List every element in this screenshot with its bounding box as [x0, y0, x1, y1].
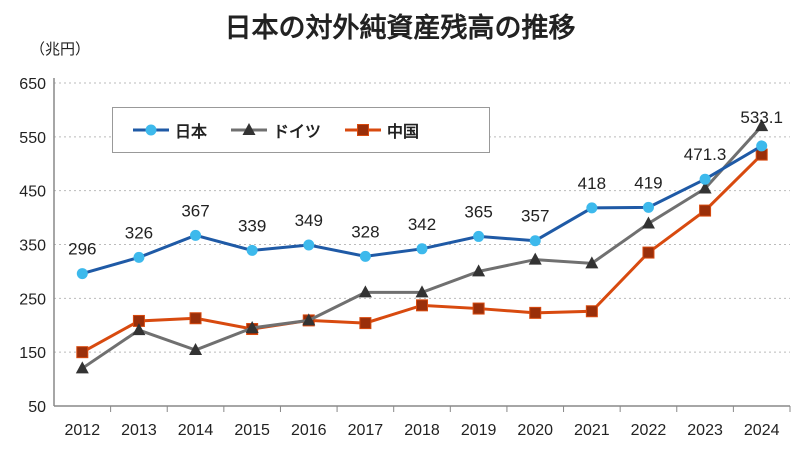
- data-point: [529, 306, 542, 319]
- y-tick-label: 250: [19, 291, 46, 308]
- y-tick-label: 150: [19, 345, 46, 362]
- data-point: [472, 264, 486, 277]
- x-tick-label: 2012: [65, 422, 101, 439]
- x-tick-label: 2021: [574, 422, 610, 439]
- x-tick-label: 2016: [291, 422, 327, 439]
- x-tick-label: 2023: [687, 422, 723, 439]
- data-point: [699, 204, 712, 217]
- x-tick-label: 2019: [461, 422, 497, 439]
- data-point: [528, 252, 542, 265]
- legend-item: ドイツ: [229, 118, 321, 142]
- data-label: 342: [408, 215, 436, 234]
- data-point: [756, 140, 768, 152]
- data-point: [76, 346, 89, 359]
- data-point: [245, 320, 259, 333]
- legend-marker: [242, 123, 256, 135]
- data-label: 328: [351, 222, 379, 241]
- data-point: [359, 317, 372, 330]
- x-tick-label: 2017: [348, 422, 384, 439]
- data-label: 326: [125, 223, 153, 242]
- data-point: [359, 250, 371, 262]
- legend-item: 日本: [131, 118, 207, 142]
- data-point: [529, 235, 541, 247]
- data-point: [303, 239, 315, 251]
- legend-marker: [357, 124, 370, 136]
- x-tick-label: 2020: [517, 422, 553, 439]
- x-tick-label: 2014: [178, 422, 214, 439]
- data-label: 471.3: [684, 145, 727, 164]
- data-point: [642, 201, 654, 213]
- data-point: [358, 285, 372, 298]
- x-tick-label: 2018: [404, 422, 440, 439]
- data-point: [472, 302, 485, 315]
- legend-swatch: [231, 123, 268, 135]
- data-label: 533.1: [740, 108, 783, 127]
- y-tick-label: 550: [19, 130, 46, 147]
- y-tick-label: 450: [19, 184, 46, 201]
- data-point: [586, 202, 598, 214]
- legend-label: 中国: [387, 122, 420, 141]
- y-tick-label: 50: [28, 399, 46, 416]
- data-label: 419: [634, 173, 662, 192]
- y-axis-unit: （兆円）: [30, 40, 91, 58]
- legend-swatch: [345, 124, 382, 136]
- x-tick-label: 2022: [631, 422, 667, 439]
- legend-swatch: [133, 124, 169, 136]
- data-point: [642, 246, 655, 259]
- data-label: 367: [181, 201, 209, 220]
- data-point: [585, 305, 598, 318]
- y-tick-label: 650: [19, 76, 46, 93]
- legend-item: 中国: [343, 118, 419, 142]
- data-point: [132, 323, 146, 336]
- legend-marker: [145, 124, 157, 136]
- data-point: [76, 268, 88, 280]
- data-label: 296: [68, 240, 96, 259]
- data-label: 349: [295, 211, 323, 230]
- data-point: [190, 229, 202, 241]
- data-point: [416, 299, 428, 312]
- legend-label: ドイツ: [273, 122, 322, 141]
- y-tick-label: 350: [19, 238, 46, 255]
- data-label: 418: [578, 174, 606, 193]
- data-point: [302, 313, 316, 326]
- x-tick-label: 2015: [234, 422, 270, 439]
- data-point: [585, 256, 599, 269]
- data-label: 339: [238, 216, 266, 235]
- data-point: [189, 312, 202, 325]
- data-point: [698, 181, 712, 194]
- data-label: 357: [521, 207, 549, 226]
- data-point: [641, 216, 655, 229]
- data-point: [189, 343, 203, 356]
- legend-label: 日本: [175, 122, 208, 141]
- data-point: [416, 243, 428, 255]
- data-label: 365: [464, 202, 492, 221]
- legend: 日本 ドイツ 中国: [112, 107, 490, 153]
- x-tick-label: 2013: [121, 422, 157, 439]
- chart-title: 日本の対外純資産残高の推移: [224, 13, 576, 44]
- data-point: [699, 173, 711, 185]
- data-point: [133, 251, 145, 263]
- x-tick-label: 2024: [744, 422, 780, 439]
- data-point: [473, 230, 485, 242]
- data-point: [755, 119, 769, 132]
- data-point: [246, 244, 258, 256]
- data-point: [415, 285, 429, 298]
- data-point: [75, 361, 89, 374]
